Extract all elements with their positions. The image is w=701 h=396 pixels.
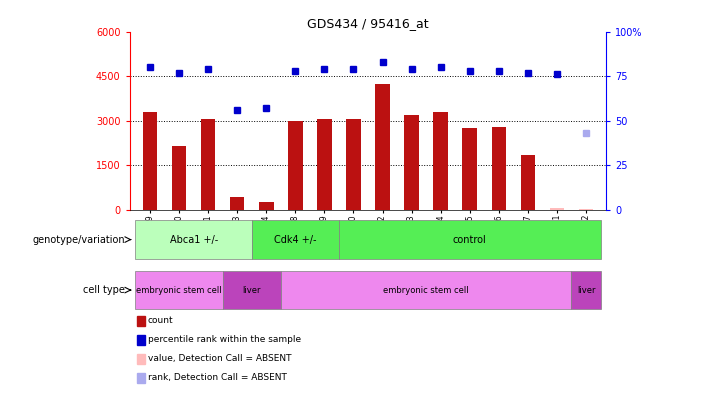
Text: rank, Detection Call = ABSENT: rank, Detection Call = ABSENT — [148, 373, 287, 382]
Bar — [521, 155, 535, 210]
Text: embryonic stem cell: embryonic stem cell — [136, 286, 222, 295]
Bar — [172, 146, 186, 210]
Bar — [230, 198, 245, 210]
Bar — [433, 112, 448, 210]
Bar — [463, 128, 477, 210]
Text: embryonic stem cell: embryonic stem cell — [383, 286, 469, 295]
Bar — [339, 220, 601, 259]
Bar — [317, 119, 332, 210]
Text: Abca1 +/-: Abca1 +/- — [170, 234, 218, 245]
Text: liver: liver — [243, 286, 261, 295]
Bar — [550, 208, 564, 210]
Text: percentile rank within the sample: percentile rank within the sample — [148, 335, 301, 344]
Bar — [491, 127, 506, 210]
Bar — [571, 271, 601, 309]
Bar — [259, 202, 273, 210]
Bar — [346, 119, 361, 210]
Text: Cdk4 +/-: Cdk4 +/- — [274, 234, 317, 245]
Text: count: count — [148, 316, 174, 325]
Text: cell type: cell type — [83, 285, 125, 295]
Bar — [281, 271, 571, 309]
Bar — [579, 209, 593, 210]
Text: value, Detection Call = ABSENT: value, Detection Call = ABSENT — [148, 354, 292, 363]
Text: genotype/variation: genotype/variation — [32, 234, 125, 245]
Bar — [375, 84, 390, 210]
Bar — [201, 119, 215, 210]
Bar — [252, 220, 339, 259]
Bar — [135, 220, 252, 259]
Bar — [143, 112, 157, 210]
Bar — [223, 271, 281, 309]
Text: control: control — [453, 234, 486, 245]
Title: GDS434 / 95416_at: GDS434 / 95416_at — [307, 17, 429, 30]
Bar — [135, 271, 223, 309]
Bar — [404, 115, 419, 210]
Text: liver: liver — [577, 286, 595, 295]
Bar — [288, 121, 303, 210]
